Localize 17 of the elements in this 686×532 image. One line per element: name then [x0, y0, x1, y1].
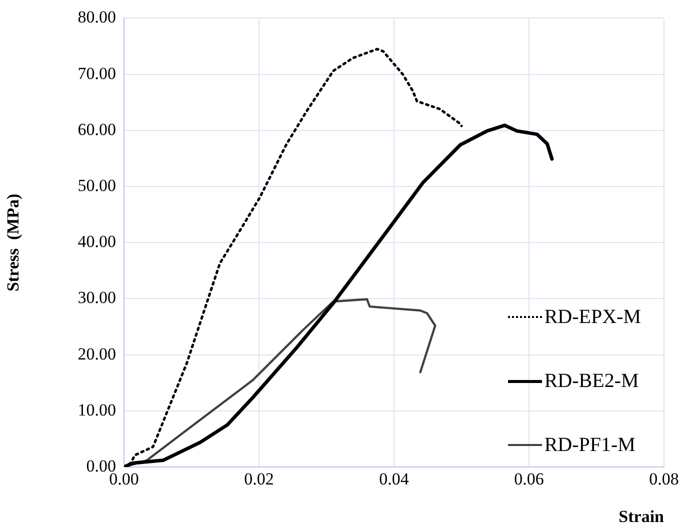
y-tick-label: 50.00 [78, 176, 116, 195]
x-tick-label: 0.04 [379, 470, 410, 489]
y-tick-label: 10.00 [78, 400, 116, 420]
x-axis-title: Strain [618, 507, 665, 526]
legend-label: RD-BE2-M [544, 370, 639, 392]
y-tick-label: 40.00 [78, 232, 116, 252]
x-tick-label: 0.06 [514, 470, 544, 489]
y-axis-title: Stress (MPa) [4, 194, 23, 292]
y-tick-label: 80.00 [78, 8, 116, 27]
x-tick-label: 0.02 [244, 470, 274, 489]
y-tick-label: 60.00 [78, 120, 116, 139]
y-tick-label: 30.00 [78, 288, 116, 308]
x-tick-label: 0.08 [649, 470, 679, 489]
y-tick-label: 70.00 [78, 64, 116, 83]
y-tick-label: 20.00 [78, 344, 116, 364]
legend-label: RD-PF1-M [544, 434, 636, 456]
legend-label: RD-EPX-M [544, 306, 641, 328]
